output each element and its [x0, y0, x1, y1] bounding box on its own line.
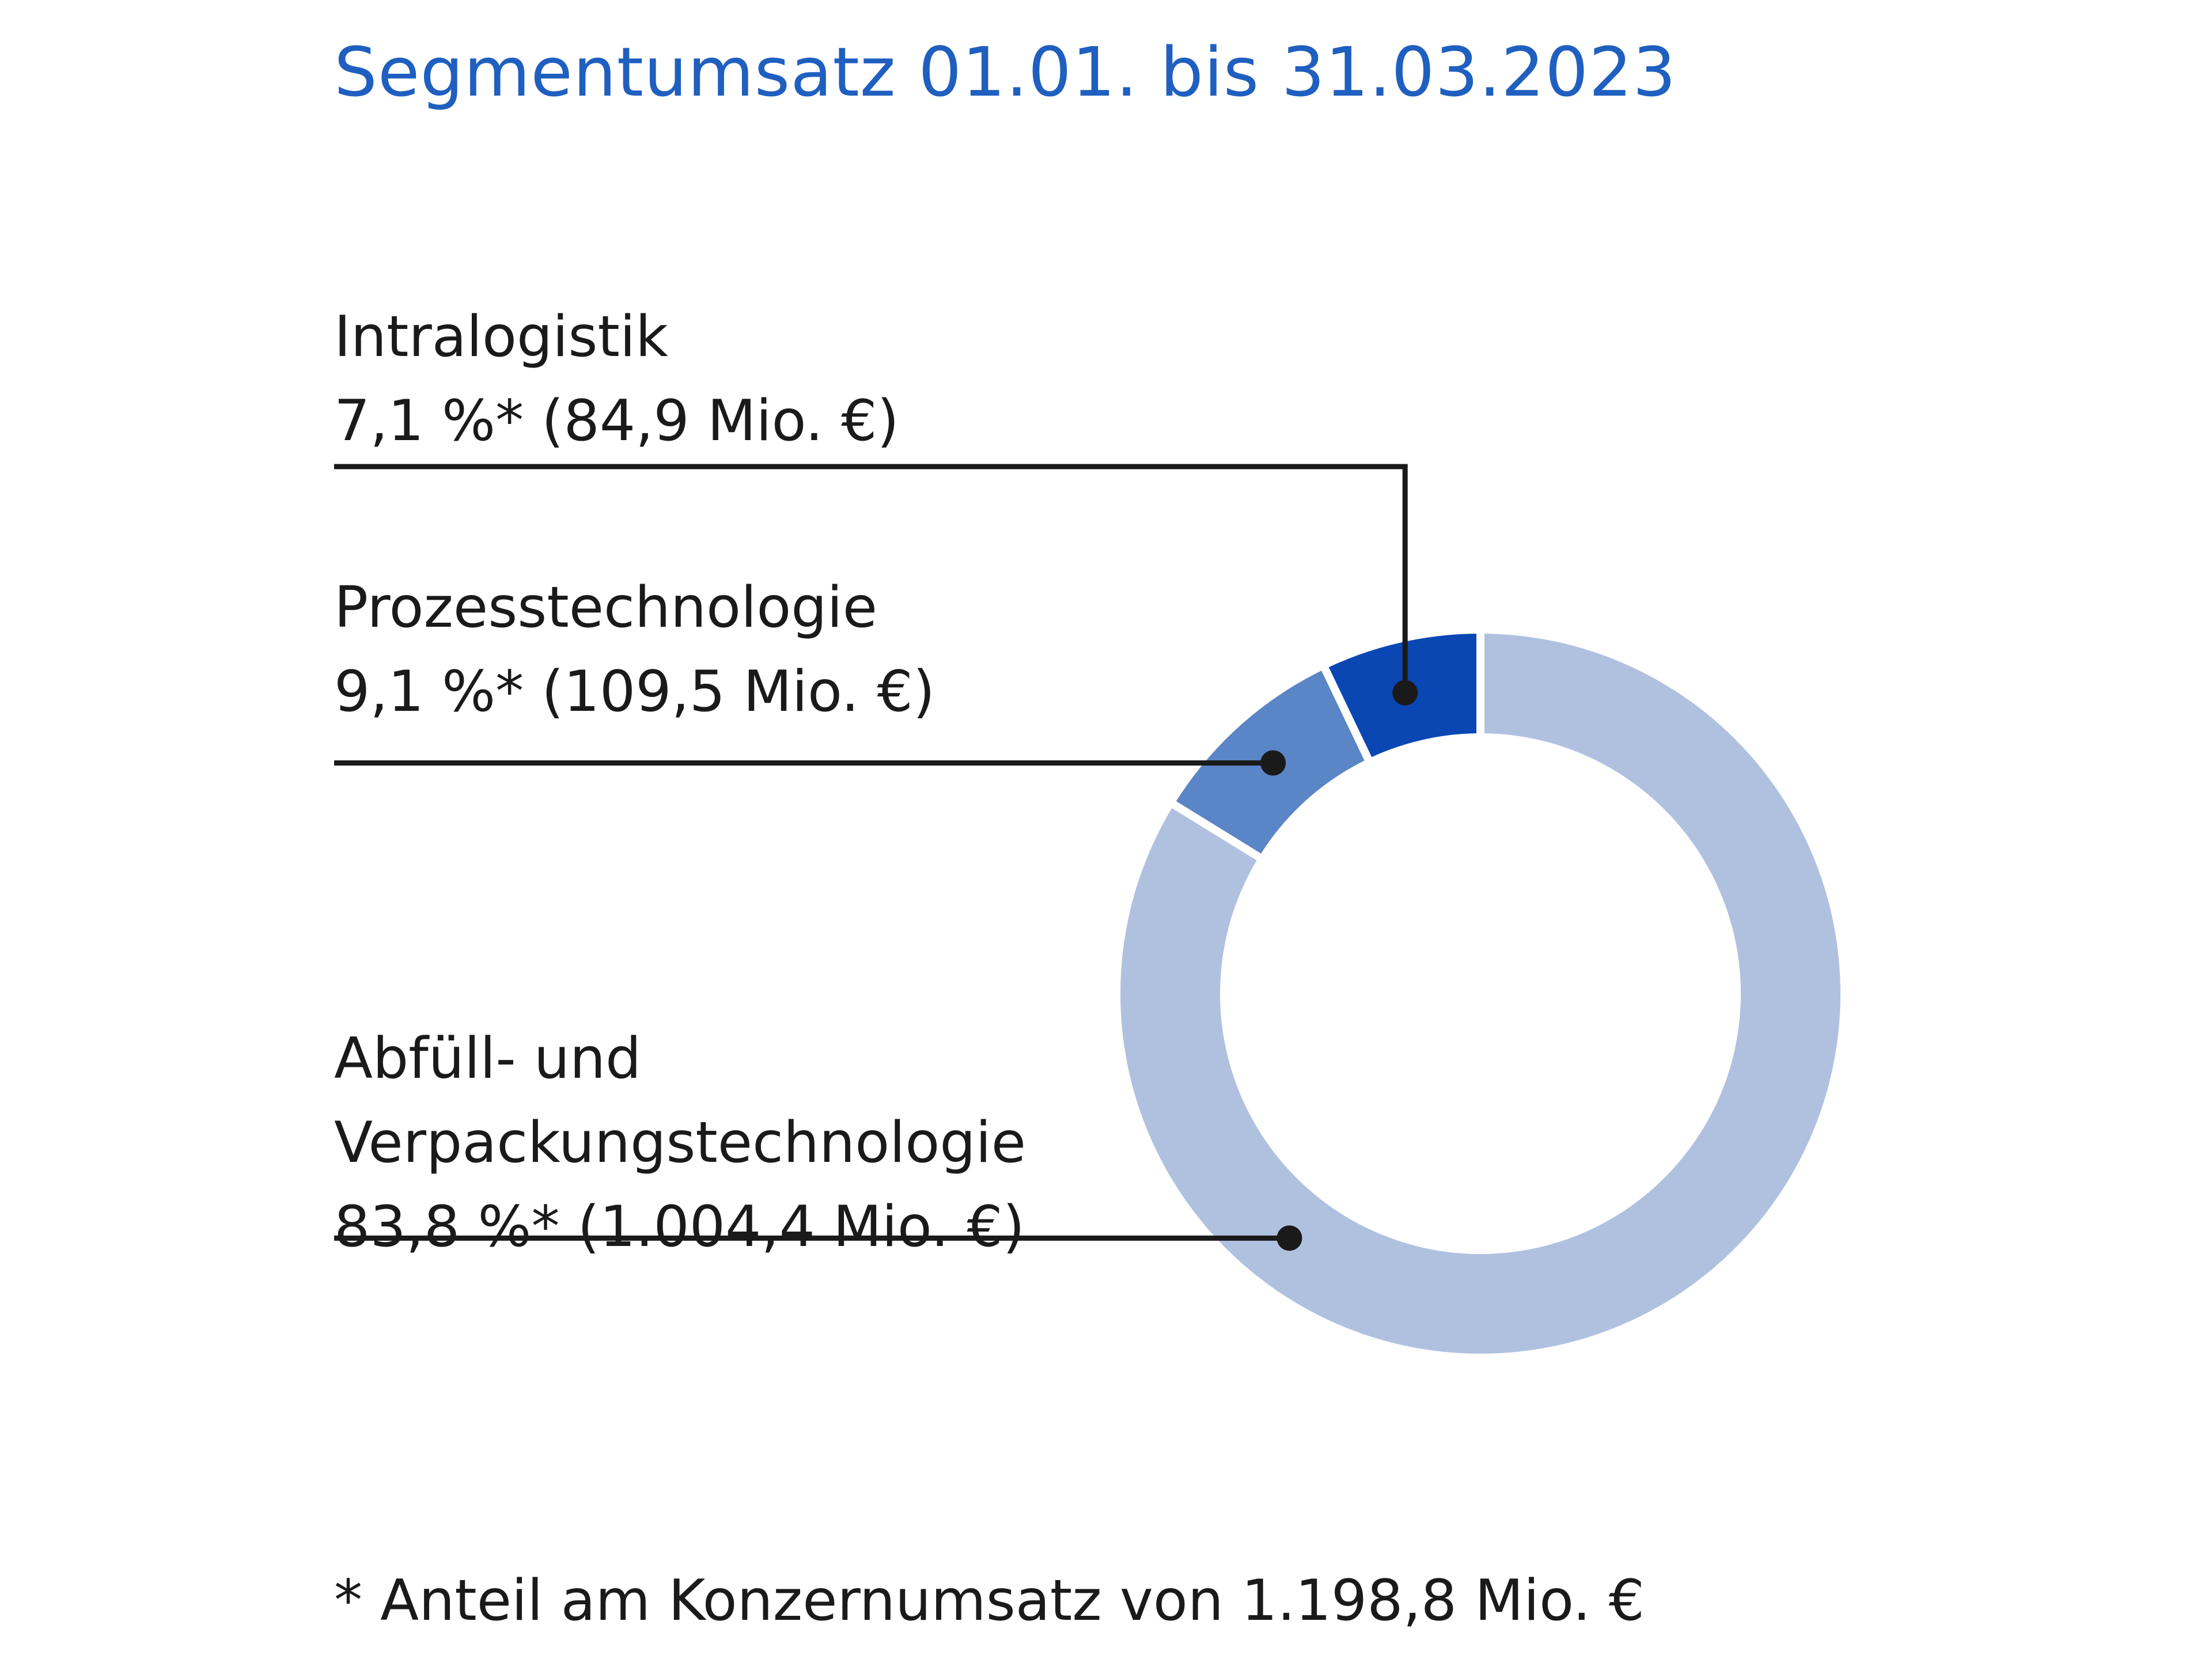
- label-prozesstechnologie-name: Prozesstechnologie: [334, 575, 878, 641]
- chart-title: Segmentumsatz 01.01. bis 31.03.2023: [334, 32, 1677, 112]
- label-abfuell-name-line1: Abfüll- und: [334, 1026, 642, 1092]
- label-prozesstechnologie-value: 9,1 %* (109,5 Mio. €): [334, 659, 935, 725]
- slice-abfuell-verpackung: [1112, 625, 1849, 1362]
- label-intralogistik-name: Intralogistik: [334, 304, 668, 370]
- leader-line-intralogistik: [334, 464, 1408, 693]
- label-abfuell-verpackung: Abfüll- und Verpackungstechnologie 83,8 …: [334, 1017, 1026, 1269]
- leader-dot-abfuell-verpackung: [1277, 1225, 1302, 1251]
- footnote: * Anteil am Konzernumsatz von 1.198,8 Mi…: [334, 1568, 1645, 1634]
- leader-dot-prozesstechnologie: [1260, 750, 1286, 776]
- label-prozesstechnologie: Prozesstechnologie 9,1 %* (109,5 Mio. €): [334, 566, 935, 734]
- leader-dot-intralogistik: [1392, 680, 1418, 706]
- label-intralogistik-value: 7,1 %* (84,9 Mio. €): [334, 388, 899, 454]
- label-abfuell-value: 83,8 %* (1.004,4 Mio. €): [334, 1194, 1025, 1260]
- label-abfuell-name-line2: Verpackungstechnologie: [334, 1110, 1027, 1176]
- label-intralogistik: Intralogistik 7,1 %* (84,9 Mio. €): [334, 295, 899, 463]
